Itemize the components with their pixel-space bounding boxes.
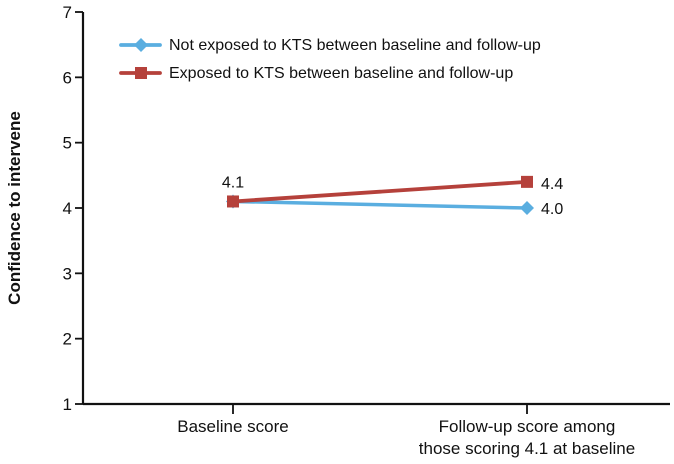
series-0-line <box>231 199 529 210</box>
y-tick-label: 1 <box>63 395 72 414</box>
series-1-point-0 <box>227 195 239 208</box>
y-tick-label: 6 <box>63 68 72 87</box>
series-layer: 4.0 4.1 4.4 <box>222 174 563 218</box>
y-tick-label: 5 <box>63 134 72 153</box>
data-label-series-1-point-1: 4.4 <box>541 176 563 193</box>
y-tick-label: 3 <box>63 264 72 283</box>
x-tick-label-line: those scoring 4.1 at baseline <box>419 439 635 458</box>
series-legend-1-point-0 <box>135 67 147 79</box>
x-ticks: Baseline score Follow-up score among those… <box>177 404 635 458</box>
legend-label-1: Exposed to KTS between baseline and foll… <box>169 65 513 82</box>
y-tick-label: 7 <box>63 3 72 22</box>
y-axis-title: Confidence to intervene <box>5 111 24 305</box>
series-1-point-1 <box>521 175 533 188</box>
data-label-series-1-point-0: 4.1 <box>222 174 244 191</box>
x-tick-label: Follow-up score among those scoring 4.1 a… <box>419 417 635 458</box>
legend-item-1: Exposed to KTS between baseline and foll… <box>119 65 513 82</box>
series-legend-0-point-0 <box>134 38 148 52</box>
x-tick-label: Baseline score <box>177 417 289 436</box>
y-ticks: 1 2 3 4 5 6 7 <box>63 3 83 414</box>
series-1-line <box>231 179 529 204</box>
x-tick-label-line: Baseline score <box>177 417 289 436</box>
legend-label-0: Not exposed to KTS between baseline and … <box>169 37 541 54</box>
y-tick-label: 2 <box>63 330 72 349</box>
series-1: 4.1 4.4 <box>222 174 563 208</box>
series-0-point-1 <box>520 201 534 215</box>
data-label-series-0-point-1: 4.0 <box>541 201 563 218</box>
x-tick-label-line: Follow-up score among <box>439 417 616 436</box>
legend: Not exposed to KTS between baseline and … <box>119 37 541 82</box>
y-tick-label: 4 <box>63 199 72 218</box>
legend-item-0: Not exposed to KTS between baseline and … <box>119 37 541 54</box>
